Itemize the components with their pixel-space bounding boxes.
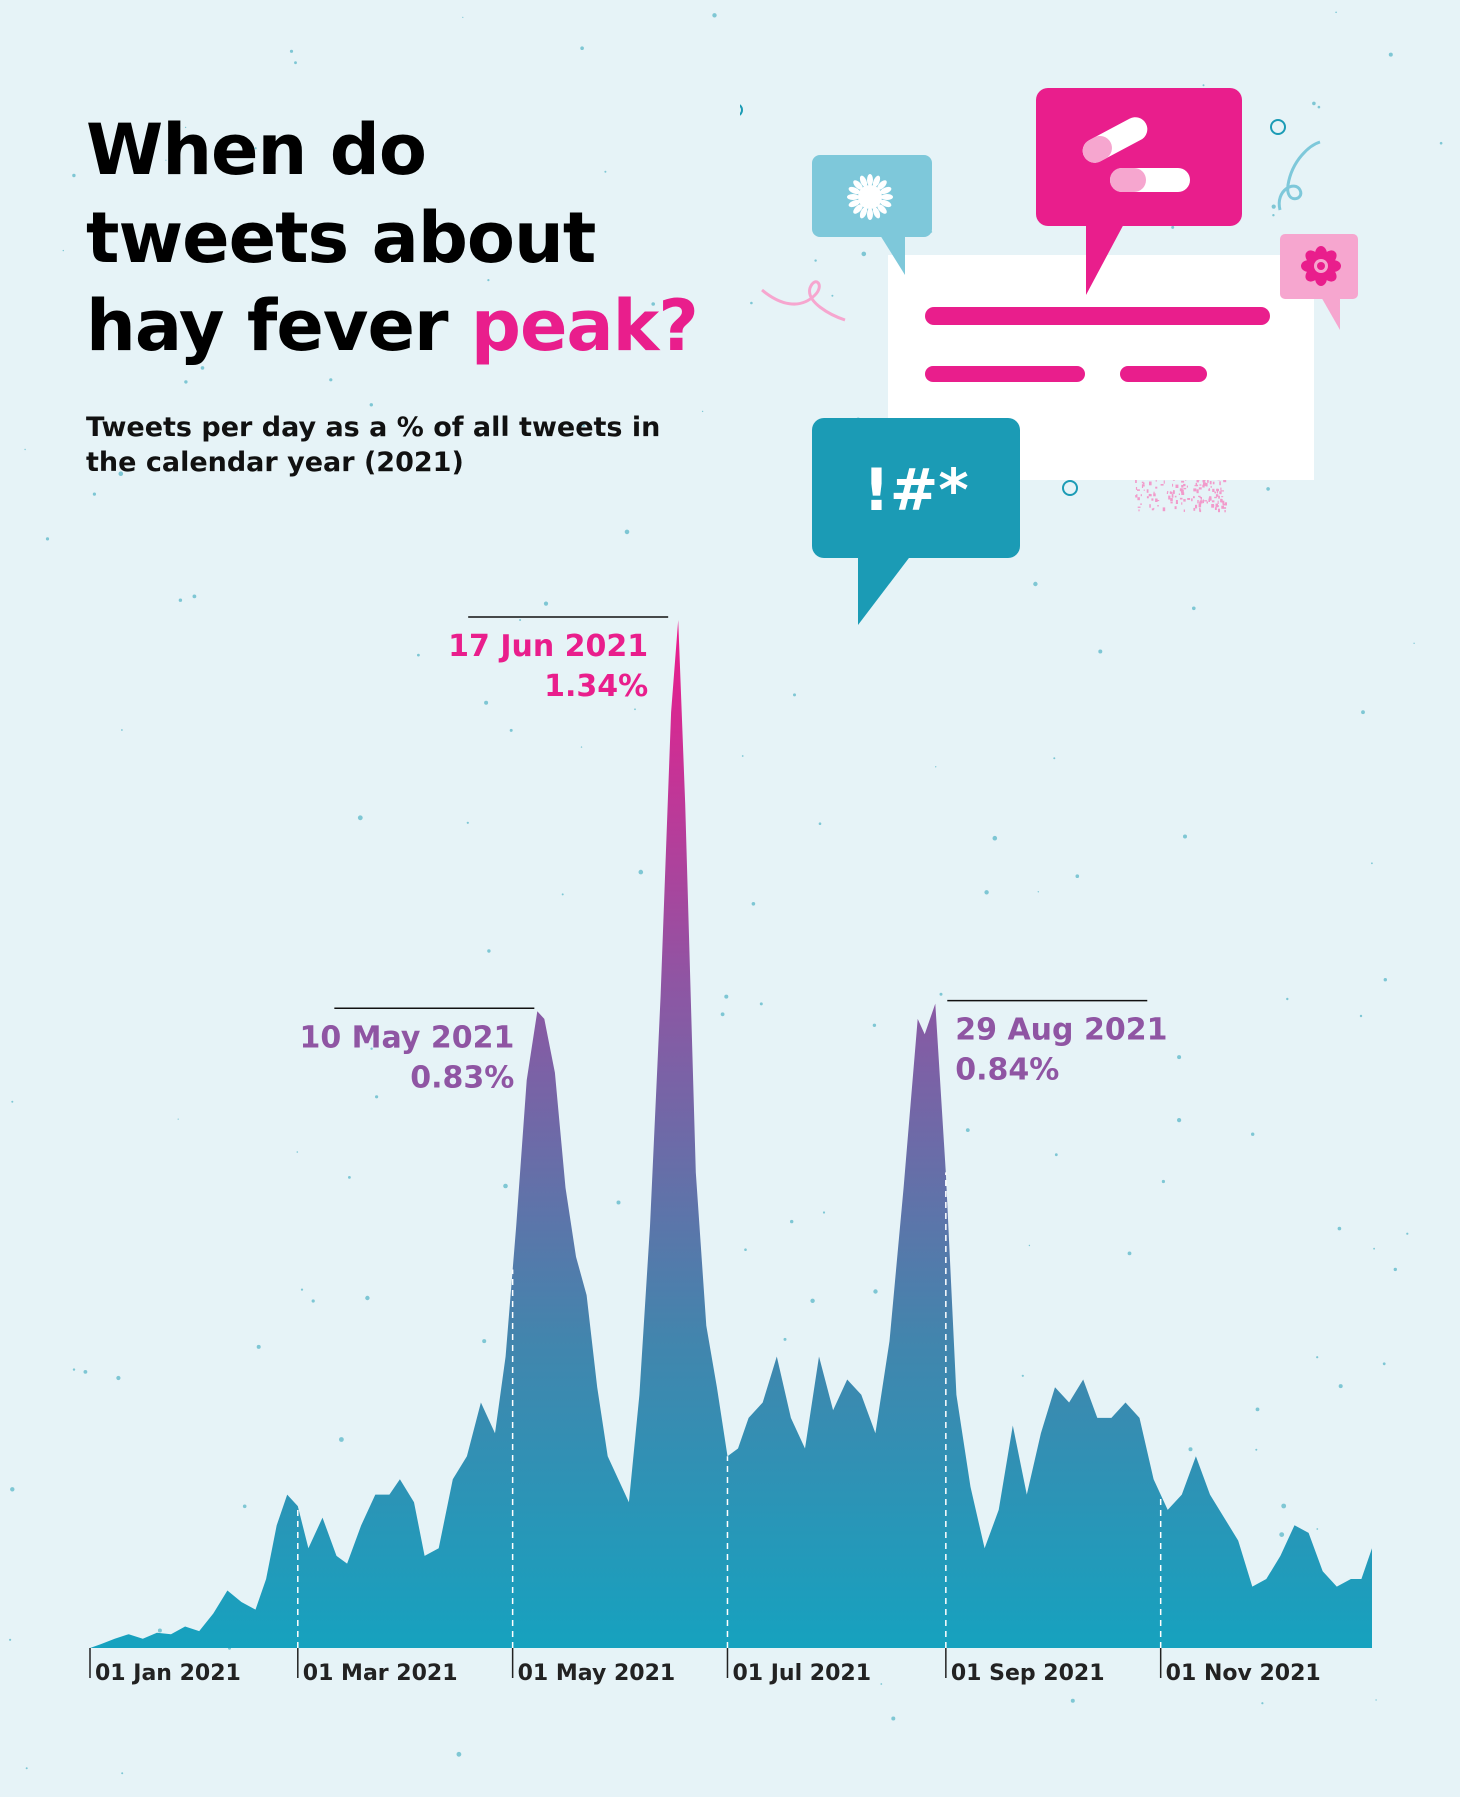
- speech-bubbles-icon: !#*: [740, 88, 1358, 625]
- tick-label: 01 Sep 2021: [951, 1661, 1105, 1686]
- x-axis: 01 Jan 2021 01 Mar 2021 01 May 2021 01 J…: [89, 1648, 1321, 1686]
- annotation-value: 0.83%: [410, 1060, 514, 1095]
- text-line-long: [925, 307, 1270, 325]
- annotation-value: 1.34%: [544, 669, 648, 704]
- tick-label: 01 Nov 2021: [1166, 1661, 1321, 1686]
- flower-icon: [1280, 234, 1358, 330]
- title-line-1: When do: [86, 109, 427, 191]
- title-line-3: hay fever: [86, 285, 471, 367]
- text-line-short-1: [925, 366, 1085, 382]
- title-accent-word: peak?: [470, 285, 699, 367]
- annotation-date: 17 Jun 2021: [448, 629, 648, 664]
- tick-label: 01 Jan 2021: [95, 1661, 241, 1686]
- symbols-bubble: !#*: [812, 418, 1020, 625]
- squiggle-pink: [761, 280, 846, 322]
- peak-annotations: 10 May 2021 0.83% 17 Jun 2021 1.34% 29 A…: [299, 616, 1167, 1095]
- squiggle-blue: [1277, 140, 1321, 211]
- sun-icon: [812, 155, 932, 275]
- pills-icon: [1036, 88, 1242, 295]
- annotation-date: 10 May 2021: [299, 1020, 514, 1055]
- tick-label: 01 Mar 2021: [303, 1661, 458, 1686]
- tick-label: 01 May 2021: [518, 1661, 676, 1686]
- title-line-2: tweets about: [86, 197, 596, 279]
- bubble-symbols: !#*: [863, 456, 968, 524]
- annotation-value: 0.84%: [955, 1053, 1059, 1088]
- annotation-date: 29 Aug 2021: [955, 1013, 1167, 1048]
- series-area: [90, 620, 1372, 1648]
- page-title: When do tweets about hay fever peak?: [86, 106, 699, 370]
- chart-subtitle: Tweets per day as a % of all tweets in t…: [86, 412, 661, 478]
- tick-label: 01 Jul 2021: [732, 1661, 871, 1686]
- tick-dashes: [297, 1172, 1162, 1648]
- text-line-short-2: [1120, 366, 1207, 382]
